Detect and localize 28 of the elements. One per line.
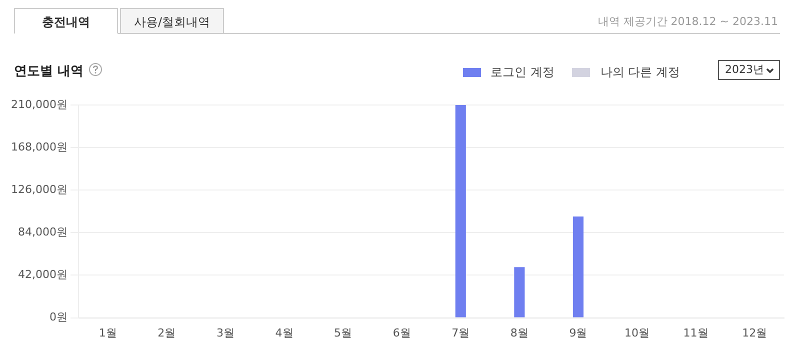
x-tick-label: 6월	[392, 326, 411, 340]
x-tick-label: 7월	[452, 326, 470, 340]
y-tick-label: 0원	[49, 310, 68, 324]
legend-label: 나의 다른 계정	[600, 64, 680, 81]
legend-label: 로그인 계정	[490, 64, 554, 81]
x-tick-label: 12월	[742, 326, 768, 340]
x-tick-label: 9월	[569, 326, 588, 340]
y-tick-label: 84,000원	[18, 226, 68, 239]
bar	[514, 267, 525, 318]
x-tick-label: 11월	[683, 326, 708, 340]
y-tick-label: 126,000원	[10, 182, 68, 196]
text: 내역 제공기간 2018.12 ~ 2023.11	[598, 14, 778, 29]
bar	[455, 105, 466, 318]
bar	[572, 216, 584, 318]
y-tick-label: 168,000원	[10, 140, 68, 154]
x-tick-label: 3월	[216, 326, 234, 340]
text: 사용/철회내역	[120, 8, 224, 34]
x-tick-label: 5월	[334, 326, 352, 340]
y-tick-label: 42,000원	[18, 268, 68, 282]
text: 충전내역	[14, 8, 118, 34]
text: 2023년	[718, 60, 780, 80]
x-tick-label: 4월	[275, 326, 294, 340]
x-tick-label: 10월	[624, 326, 650, 340]
y-tick-label: 210,000원	[10, 98, 68, 111]
x-tick-label: 1월	[98, 326, 117, 340]
x-tick-label: 2월	[158, 326, 176, 340]
x-tick-label: 8월	[510, 326, 528, 340]
chart-title: 연도별 내역	[14, 63, 84, 80]
